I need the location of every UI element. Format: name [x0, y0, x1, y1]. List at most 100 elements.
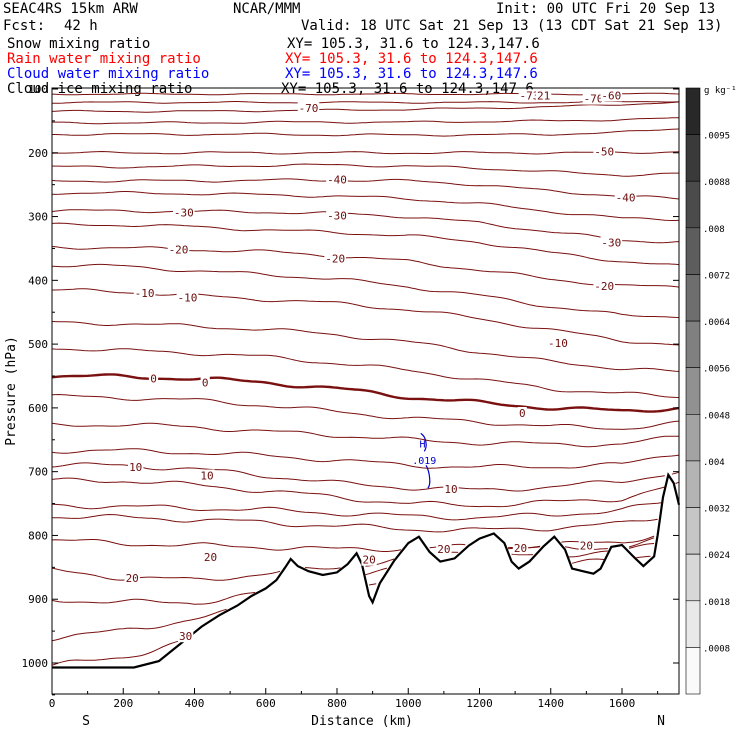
x-tick-label: 200 [113, 697, 133, 710]
contour-label-bg [176, 291, 199, 304]
isotherm-line [51, 640, 181, 666]
contour-label-bg [600, 236, 623, 249]
colorbar-label: .0048 [703, 411, 730, 421]
contour-label-bg [128, 461, 144, 474]
contour-label-bg [133, 287, 156, 300]
colorbar-label: .0024 [703, 551, 730, 561]
model-title: SEAC4RS 15km ARW [3, 1, 138, 17]
x-tick-label: 1600 [609, 697, 636, 710]
y-tick-label: 500 [28, 338, 48, 351]
contour-label-bg [518, 89, 541, 102]
contour-label-bg [443, 482, 459, 495]
contour-label-bg [202, 551, 219, 564]
isotherm-line [51, 321, 680, 372]
contour-label: -70 [584, 93, 604, 106]
isotherm-line [51, 348, 680, 398]
contour-label-bg [324, 252, 346, 265]
contour-label-bg [200, 376, 210, 389]
contour-label: -60 [601, 89, 621, 102]
x-axis-left-end-label: S [82, 714, 90, 729]
center-name: NCAR/MMM [233, 1, 301, 17]
isotherm-line [52, 500, 679, 520]
colorbar-units: g kg⁻¹ [704, 86, 737, 96]
y-tick-label: 800 [28, 529, 48, 542]
colorbar-label: .0032 [703, 505, 730, 515]
isotherm-line [51, 263, 680, 318]
isotherm-line [51, 222, 680, 266]
x-tick-label: 600 [256, 697, 276, 710]
contour-label: -30 [601, 237, 621, 250]
contour-label: 20 [204, 551, 217, 564]
contour-label: -20 [594, 280, 614, 293]
isotherm-line [51, 209, 680, 244]
isotherm-line [51, 422, 680, 448]
contour-label: 20 [437, 543, 450, 556]
y-tick-label: 1000 [22, 657, 49, 670]
isotherm-line [51, 555, 651, 642]
contour-label-bg [593, 145, 615, 158]
y-tick-label: 200 [28, 147, 48, 160]
contour-label-bg [512, 542, 529, 555]
contour-label: -30 [327, 209, 347, 222]
contour-label: -40 [327, 174, 347, 187]
colorbar-label: .0095 [703, 132, 730, 142]
contour-label: -40 [616, 191, 636, 204]
colorbar-label: .0008 [703, 644, 730, 654]
isotherm-line [51, 92, 680, 96]
forecast-hour: 42 h [64, 18, 98, 34]
isotherm-line [52, 128, 680, 137]
contour-label: 20 [580, 540, 593, 553]
isotherm-line [51, 101, 680, 113]
contour-label: -50 [594, 146, 614, 159]
isotherm-line [51, 163, 679, 177]
isotherm-line [51, 178, 680, 200]
y-tick-label: 700 [28, 466, 48, 479]
contour-label-bg [199, 469, 215, 482]
terrain-line [52, 472, 681, 669]
contour-label: -70 [299, 102, 319, 115]
contour-label-bg [361, 553, 377, 566]
contour-label-bg [326, 173, 348, 186]
isotherm-line [51, 246, 680, 288]
field-label-snow: Snow mixing ratio [7, 36, 151, 52]
contour-label-bg [297, 102, 320, 115]
isotherm-line [51, 448, 680, 469]
contour-label-bg [124, 572, 140, 585]
contour-label: 10 [200, 470, 213, 483]
x-axis-title: Distance (km) [311, 714, 413, 729]
contour-label: 20 [126, 572, 139, 585]
valid-time: Valid: 18 UTC Sat 21 Sep 13 (13 CDT Sat … [301, 18, 723, 34]
x-axis-right-end-label: N [657, 714, 665, 729]
field-label-rain: Rain water mixing ratio [7, 51, 201, 67]
forecast-label: Fcst: [3, 18, 46, 34]
y-tick-label: 100 [28, 83, 48, 96]
isotherm-line [52, 288, 680, 346]
colorbar-segment [685, 507, 701, 555]
y-tick-label: 600 [28, 402, 48, 415]
x-tick-label: 1200 [466, 697, 493, 710]
contour-label: -30 [174, 207, 194, 220]
contour-label: 0 [519, 407, 526, 420]
contour-label-bg [578, 539, 595, 552]
colorbar-label: .0088 [703, 178, 730, 188]
y-tick-label: 300 [28, 211, 48, 224]
contour-label-bg [436, 542, 452, 555]
contour-label: 10 [129, 461, 142, 474]
contour-label-bg [600, 89, 623, 102]
contour-label-bg [326, 209, 348, 222]
temperature-contours [51, 92, 680, 666]
contour-label-bg [177, 630, 194, 643]
contour-label-bg [593, 280, 615, 293]
cloud-water-contour: H .019 [412, 432, 436, 489]
isotherm-line [52, 117, 679, 125]
field-xy-cloud-ice: XY= 105.3, 31.6 to 124.3,147.6 [281, 81, 534, 97]
isotherm-line [51, 462, 680, 492]
colorbar-segment [685, 180, 701, 229]
colorbar-segment [685, 134, 701, 182]
contour-label: 30 [179, 630, 192, 643]
y-tick-label: 900 [28, 593, 48, 606]
contour-label: -10 [177, 292, 197, 305]
